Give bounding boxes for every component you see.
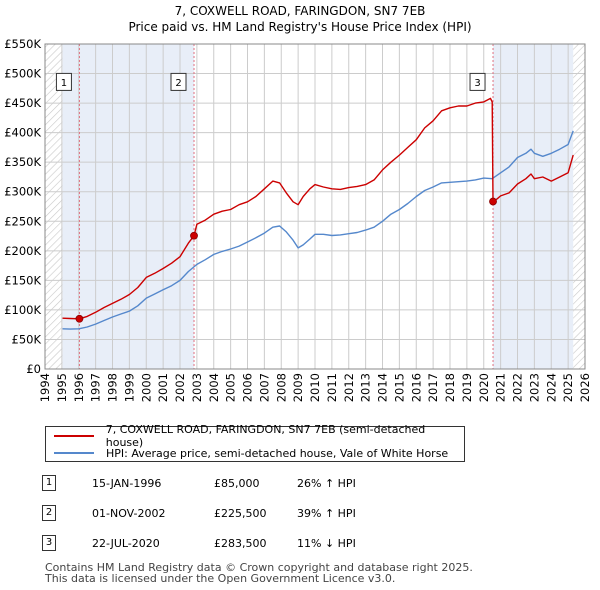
x-tick-label: 1995 bbox=[55, 373, 69, 402]
legend: 7, COXWELL ROAD, FARINGDON, SN7 7EB (sem… bbox=[45, 423, 465, 462]
y-tick-label: £0 bbox=[26, 362, 41, 376]
x-tick-label: 2023 bbox=[527, 373, 541, 402]
y-tick-label: £250K bbox=[4, 214, 41, 228]
transaction-row-2: 2 01-NOV-2002 £225,500 39% ↑ HPI bbox=[42, 504, 422, 524]
legend-item-property: 7, COXWELL ROAD, FARINGDON, SN7 7EB (sem… bbox=[54, 423, 464, 449]
shaded-period bbox=[493, 44, 574, 369]
sale-point bbox=[190, 231, 198, 240]
transaction-hpi: 11% ↓ HPI bbox=[297, 537, 356, 550]
x-tick-label: 2002 bbox=[173, 373, 187, 402]
transaction-badge: 1 bbox=[42, 475, 56, 491]
x-tick-label: 2012 bbox=[342, 373, 356, 402]
hpi-series-line bbox=[62, 130, 574, 330]
x-tick-label: 1996 bbox=[72, 373, 86, 402]
hatched-period bbox=[45, 44, 63, 369]
plot-frame bbox=[44, 43, 586, 370]
transaction-date: 01-NOV-2002 bbox=[92, 507, 166, 520]
legend-label-hpi: HPI: Average price, semi-detached house,… bbox=[106, 446, 449, 460]
y-tick-label: £500K bbox=[4, 67, 41, 81]
y-tick-label: £400K bbox=[4, 126, 41, 140]
transaction-price: £283,500 bbox=[214, 537, 267, 550]
x-tick-label: 2008 bbox=[274, 373, 288, 402]
sale-label: 2 bbox=[175, 78, 181, 89]
transaction-price: £85,000 bbox=[214, 477, 260, 490]
sale-label-box bbox=[469, 72, 486, 91]
transaction-date: 22-JUL-2020 bbox=[92, 537, 160, 550]
transaction-badge: 3 bbox=[42, 535, 56, 551]
transaction-date: 15-JAN-1996 bbox=[92, 477, 162, 490]
footer-copyright: Contains HM Land Registry data © Crown c… bbox=[45, 561, 473, 574]
x-tick-label: 2007 bbox=[257, 373, 271, 402]
x-tick-label: 1997 bbox=[89, 373, 103, 402]
legend-item-hpi: HPI: Average price, semi-detached house,… bbox=[54, 445, 448, 461]
x-tick-label: 2021 bbox=[494, 373, 508, 402]
transaction-row-3: 3 22-JUL-2020 £283,500 11% ↓ HPI bbox=[42, 534, 422, 554]
x-tick-label: 2020 bbox=[477, 373, 491, 402]
transaction-hpi: 39% ↑ HPI bbox=[297, 507, 356, 520]
x-tick-label: 2001 bbox=[156, 373, 170, 402]
x-tick-label: 2013 bbox=[359, 373, 373, 402]
x-tick-label: 2024 bbox=[544, 373, 558, 402]
legend-label-property: 7, COXWELL ROAD, FARINGDON, SN7 7EB (sem… bbox=[105, 423, 426, 449]
y-tick-label: £350K bbox=[4, 155, 41, 169]
x-tick-label: 2010 bbox=[308, 373, 322, 402]
x-tick-label: 2000 bbox=[139, 373, 153, 402]
transaction-badge: 2 bbox=[42, 505, 56, 521]
legend-swatch-property bbox=[54, 435, 94, 437]
legend-swatch-hpi bbox=[54, 452, 94, 454]
x-tick-label: 1998 bbox=[106, 373, 120, 402]
y-tick-label: £300K bbox=[4, 185, 41, 199]
transaction-row-1: 1 15-JAN-1996 £85,000 26% ↑ HPI bbox=[42, 474, 422, 494]
x-tick-label: 1999 bbox=[122, 373, 136, 402]
chart-title-line2: Price paid vs. HM Land Registry's House … bbox=[128, 20, 472, 34]
y-tick-label: £150K bbox=[4, 273, 41, 287]
x-tick-label: 2022 bbox=[511, 373, 525, 402]
sale-point bbox=[75, 314, 84, 323]
transaction-price: £225,500 bbox=[214, 507, 267, 520]
sale-label-box bbox=[55, 72, 72, 91]
x-tick-label: 2005 bbox=[224, 373, 238, 402]
x-tick-label: 2003 bbox=[190, 373, 204, 402]
x-tick-label: 2004 bbox=[207, 373, 221, 402]
hatched-period bbox=[573, 44, 585, 369]
price-chart: 1 2 3 £0 £50K £100K £150K £200K £250K £300K £350K… bbox=[4, 37, 592, 402]
footer-notice: Contains HM Land Registry data © Crown c… bbox=[45, 562, 473, 584]
x-tick-label: 2017 bbox=[426, 373, 440, 402]
y-tick-label: £450K bbox=[4, 96, 41, 110]
x-tick-label: 2025 bbox=[561, 373, 575, 402]
sale-label: 3 bbox=[474, 78, 480, 89]
x-tick-label: 2026 bbox=[578, 373, 592, 402]
sale-point bbox=[489, 197, 497, 206]
sale-label: 1 bbox=[61, 78, 67, 89]
x-tick-label: 2011 bbox=[325, 373, 339, 402]
x-tick-label: 2016 bbox=[409, 373, 423, 402]
x-tick-label: 1994 bbox=[38, 373, 52, 402]
shaded-period bbox=[62, 44, 195, 369]
x-tick-label: 2018 bbox=[443, 373, 457, 402]
y-tick-label: £550K bbox=[4, 37, 41, 51]
y-tick-label: £50K bbox=[12, 332, 42, 346]
x-tick-label: 2006 bbox=[241, 373, 255, 402]
chart-title-line1: 7, COXWELL ROAD, FARINGDON, SN7 7EB bbox=[174, 4, 426, 18]
footer-licence: This data is licensed under the Open Gov… bbox=[45, 572, 396, 585]
x-tick-label: 2009 bbox=[291, 373, 305, 402]
x-tick-label: 2019 bbox=[460, 373, 474, 402]
x-tick-label: 2014 bbox=[376, 373, 390, 402]
x-tick-label: 2015 bbox=[392, 373, 406, 402]
sale-label-box bbox=[170, 72, 187, 91]
y-tick-label: £200K bbox=[4, 244, 41, 258]
y-tick-label: £100K bbox=[4, 303, 41, 317]
transaction-hpi: 26% ↑ HPI bbox=[297, 477, 356, 490]
